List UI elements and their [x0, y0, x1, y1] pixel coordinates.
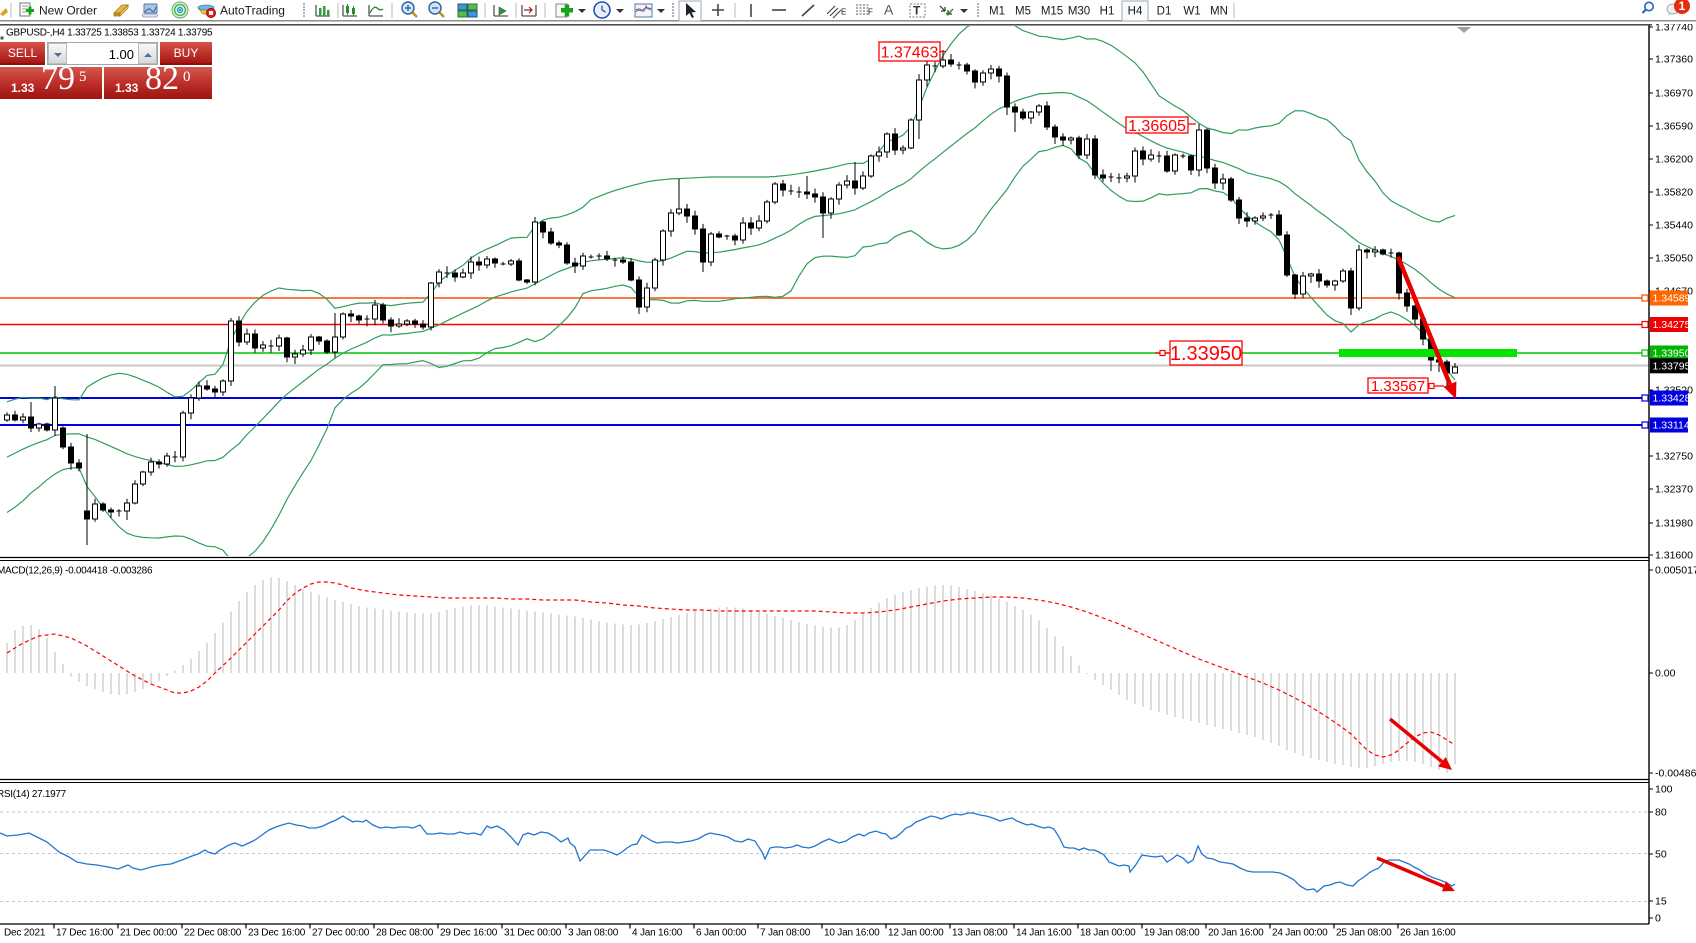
svg-text:80: 80	[1655, 807, 1667, 819]
svg-text:23 Dec 16:00: 23 Dec 16:00	[248, 928, 306, 939]
svg-text:12 Jan 00:00: 12 Jan 00:00	[888, 928, 944, 939]
svg-text:AutoTrading: AutoTrading	[220, 4, 285, 18]
svg-text:24 Jan 00:00: 24 Jan 00:00	[1272, 928, 1328, 939]
svg-text:1.32370: 1.32370	[1655, 484, 1693, 496]
svg-text:F: F	[868, 8, 873, 17]
svg-text:1.36605: 1.36605	[1128, 118, 1186, 135]
svg-text:1.34589: 1.34589	[1653, 293, 1691, 305]
svg-text:0.005017: 0.005017	[1655, 565, 1696, 577]
svg-text:1.34275: 1.34275	[1653, 319, 1691, 331]
svg-text:17 Dec 16:00: 17 Dec 16:00	[56, 928, 114, 939]
svg-text:10 Jan 16:00: 10 Jan 16:00	[824, 928, 880, 939]
svg-text:1.31600: 1.31600	[1655, 550, 1693, 562]
svg-text:H1: H1	[1100, 6, 1115, 18]
svg-text:0.00: 0.00	[1655, 668, 1676, 680]
svg-text:1.35440: 1.35440	[1655, 220, 1693, 232]
svg-text:13 Jan 08:00: 13 Jan 08:00	[952, 928, 1008, 939]
svg-text:1.33950: 1.33950	[1170, 343, 1242, 365]
svg-text:1.33428: 1.33428	[1653, 393, 1691, 405]
svg-text:M1: M1	[989, 6, 1005, 18]
svg-text:H4: H4	[1128, 6, 1143, 18]
svg-text:0: 0	[1655, 913, 1661, 925]
svg-text:1.37740: 1.37740	[1655, 22, 1693, 34]
svg-text:15: 15	[1655, 896, 1667, 908]
svg-text:18 Jan 00:00: 18 Jan 00:00	[1080, 928, 1136, 939]
svg-text:Dec 2021: Dec 2021	[4, 928, 46, 939]
svg-text:New Order: New Order	[39, 4, 97, 18]
svg-text:1.36200: 1.36200	[1655, 154, 1693, 166]
svg-text:GBPUSD-,H4 1.33725 1.33853 1.: GBPUSD-,H4 1.33725 1.33853 1.33724 1.337…	[6, 28, 213, 39]
svg-text:26 Jan 16:00: 26 Jan 16:00	[1400, 928, 1456, 939]
svg-text:1.31980: 1.31980	[1655, 518, 1693, 530]
svg-text:W1: W1	[1183, 6, 1200, 18]
svg-text:1.33950: 1.33950	[1653, 348, 1691, 360]
svg-text:100: 100	[1655, 784, 1673, 796]
svg-text:1: 1	[1679, 0, 1686, 13]
svg-text:E: E	[841, 8, 846, 17]
svg-text:1.37463: 1.37463	[881, 44, 939, 61]
svg-text:25 Jan 08:00: 25 Jan 08:00	[1336, 928, 1392, 939]
svg-text:MACD(12,26,9) -0.004418 -0.003: MACD(12,26,9) -0.004418 -0.003286	[0, 566, 153, 577]
svg-text:-0.004867: -0.004867	[1655, 768, 1696, 780]
svg-text:M15: M15	[1041, 6, 1063, 18]
svg-text:1.32750: 1.32750	[1655, 451, 1693, 463]
svg-text:1.36970: 1.36970	[1655, 88, 1693, 100]
svg-text:M30: M30	[1068, 6, 1090, 18]
svg-text:RSI(14) 27.1977: RSI(14) 27.1977	[0, 789, 67, 800]
svg-text:D1: D1	[1157, 6, 1172, 18]
svg-text:7 Jan 08:00: 7 Jan 08:00	[760, 928, 811, 939]
svg-text:50: 50	[1655, 849, 1667, 861]
svg-text:1.37360: 1.37360	[1655, 54, 1693, 66]
svg-text:29 Dec 16:00: 29 Dec 16:00	[440, 928, 498, 939]
svg-text:1.36590: 1.36590	[1655, 121, 1693, 133]
svg-text:19 Jan 08:00: 19 Jan 08:00	[1144, 928, 1200, 939]
svg-text:1.33795: 1.33795	[1653, 361, 1691, 373]
svg-text:1.35050: 1.35050	[1655, 253, 1693, 265]
svg-text:A: A	[884, 2, 894, 18]
svg-text:22 Dec 08:00: 22 Dec 08:00	[184, 928, 242, 939]
svg-text:M5: M5	[1015, 6, 1031, 18]
svg-text:4 Jan 16:00: 4 Jan 16:00	[632, 928, 683, 939]
svg-text:1.33114: 1.33114	[1653, 420, 1690, 432]
svg-text:1.33567: 1.33567	[1371, 378, 1425, 395]
svg-text:14 Jan 16:00: 14 Jan 16:00	[1016, 928, 1072, 939]
svg-text:21 Dec 00:00: 21 Dec 00:00	[120, 928, 178, 939]
svg-text:27 Dec 00:00: 27 Dec 00:00	[312, 928, 370, 939]
svg-text:31 Dec 00:00: 31 Dec 00:00	[504, 928, 562, 939]
svg-text:1.35820: 1.35820	[1655, 187, 1693, 199]
svg-text:20 Jan 16:00: 20 Jan 16:00	[1208, 928, 1264, 939]
svg-text:6 Jan 00:00: 6 Jan 00:00	[696, 928, 747, 939]
svg-text:3 Jan 08:00: 3 Jan 08:00	[568, 928, 619, 939]
svg-text:T: T	[913, 4, 921, 18]
svg-text:MN: MN	[1210, 6, 1228, 18]
svg-text:28 Dec 08:00: 28 Dec 08:00	[376, 928, 434, 939]
